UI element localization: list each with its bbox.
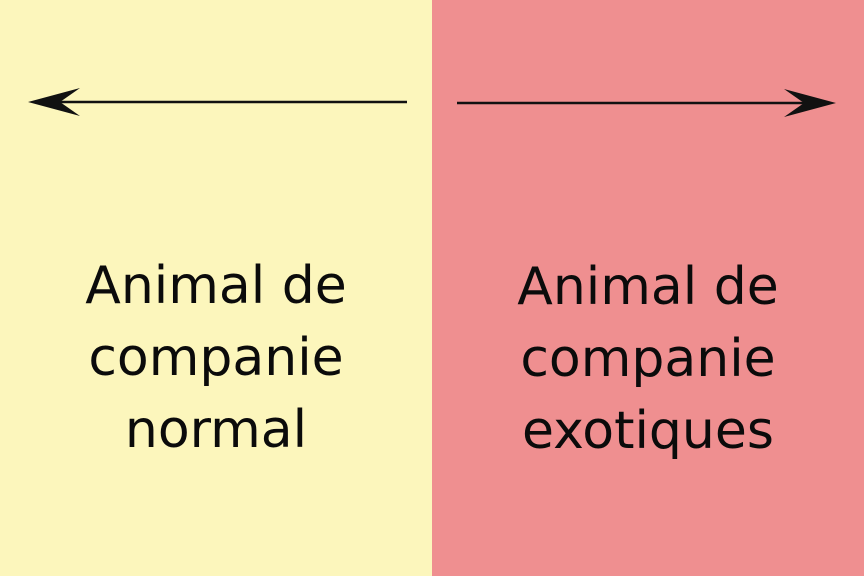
left-label-line: normal — [124, 400, 308, 460]
right-arrow-icon — [457, 89, 836, 117]
right-panel: Animal de companie exotiques — [432, 0, 864, 576]
left-arrow-icon — [28, 88, 407, 116]
right-label-line: companie — [520, 329, 776, 389]
left-label-line: Animal de — [85, 256, 347, 316]
left-label: Animal de companie normal — [0, 250, 432, 466]
left-panel: Animal de companie normal — [0, 0, 432, 576]
right-label-line: Animal de — [517, 257, 779, 317]
right-label-line: exotiques — [522, 401, 774, 461]
left-label-line: companie — [88, 328, 344, 388]
right-label: Animal de companie exotiques — [432, 251, 864, 467]
